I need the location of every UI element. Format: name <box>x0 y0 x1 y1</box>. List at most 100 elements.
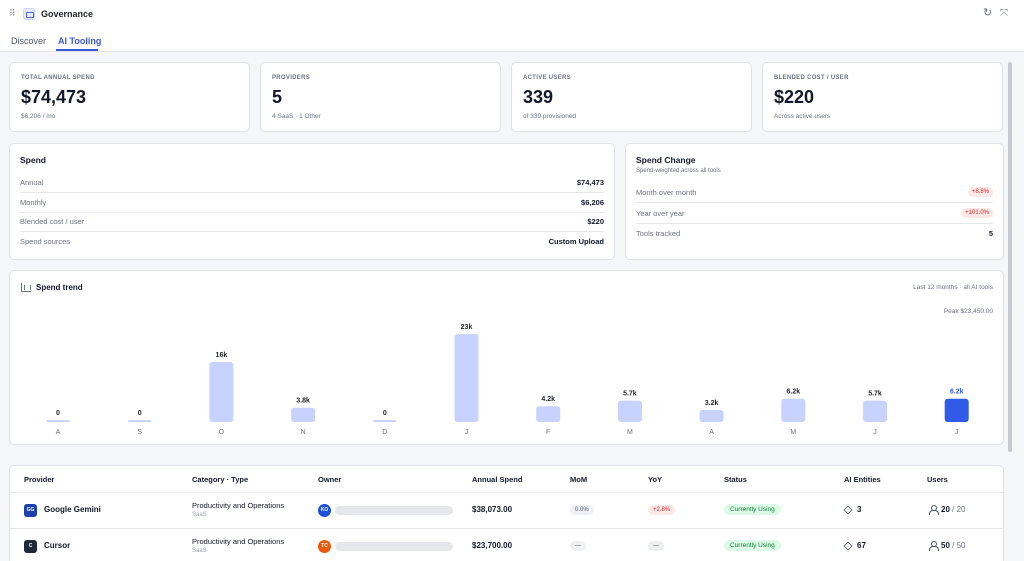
col-header-provider[interactable]: Provider <box>24 475 55 484</box>
kpi-value: 5 <box>272 87 283 107</box>
users-active: 50 <box>941 541 950 550</box>
spend-title: Spend <box>20 155 46 165</box>
row-divider <box>10 528 1003 529</box>
drag-handle-icon[interactable]: ⠿ <box>9 8 16 18</box>
yoy-badge: — <box>648 541 664 551</box>
chart-bar-2[interactable] <box>209 361 234 422</box>
refresh-icon[interactable]: ↻ <box>983 7 993 19</box>
chart-bar-4[interactable] <box>372 420 397 422</box>
chart-x-tick-6: F <box>546 429 550 436</box>
spend-change-row-yoy: Year over year +101.0% <box>636 204 993 224</box>
chart-bar-3[interactable] <box>291 407 316 422</box>
type: SaaS <box>192 548 207 554</box>
kpi-value: 339 <box>523 87 554 107</box>
chart-x-tick-3: N <box>301 429 306 436</box>
chart-x-tick-1: S <box>137 429 142 436</box>
provider-name[interactable]: Google Gemini <box>44 505 101 514</box>
col-header-users[interactable]: Users <box>927 475 948 484</box>
expand-icon[interactable]: ⤧ <box>1000 8 1008 19</box>
col-header-ai-entities[interactable]: AI Entities <box>844 475 881 484</box>
tab-discover[interactable]: Discover <box>11 36 47 46</box>
yoy-badge: +2.8% <box>648 505 676 515</box>
col-header-status[interactable]: Status <box>724 475 747 484</box>
col-header-annual-spend[interactable]: Annual Spend <box>472 475 523 484</box>
vertical-scrollbar[interactable] <box>1008 62 1012 452</box>
spend-change-title: Spend Change <box>636 155 696 165</box>
chart-data-label-8: 3.2k <box>705 400 719 407</box>
chart-bar-1[interactable] <box>127 420 152 422</box>
chart-data-label-3: 3.8k <box>296 398 310 405</box>
chart-x-tick-2: O <box>219 429 225 436</box>
col-header-yoy[interactable]: YoY <box>648 475 663 484</box>
col-header-mom[interactable]: MoM <box>570 475 588 484</box>
kpi-label: BLENDED COST / USER <box>774 75 849 81</box>
user-icon <box>929 541 939 551</box>
chart-bar-8[interactable] <box>699 409 724 422</box>
owner-avatar[interactable]: TC <box>318 540 331 553</box>
chart-x-tick-9: M <box>790 429 796 436</box>
chart-data-label-7: 5.7k <box>623 391 637 398</box>
chart-bar-6[interactable] <box>536 406 561 422</box>
kpi-label: TOTAL ANNUAL SPEND <box>21 75 95 81</box>
chart-data-label-0: 0 <box>56 410 60 417</box>
spend-trend-chart: 0 A 0 S 16k O 3.8k N 0 D 23k J 4.2k F 5.7k M 3.2k A 6.2k M 5… <box>46 324 969 436</box>
chart-bar-5[interactable] <box>454 334 479 422</box>
annual-spend: $38,073.00 <box>472 505 513 514</box>
category: Productivity and Operations <box>192 537 285 546</box>
kpi-sub: 4 SaaS · 1 Other <box>272 113 321 120</box>
chart-x-tick-11: J <box>955 429 959 436</box>
type: SaaS <box>192 512 207 518</box>
yoy-change-badge: +101.0% <box>961 208 993 218</box>
spend-change-subtitle: Spend-weighted across all tools <box>636 168 721 174</box>
mom-badge: — <box>570 541 586 551</box>
chart-data-label-1: 0 <box>138 410 142 417</box>
kpi-label: PROVIDERS <box>272 75 311 81</box>
chart-x-tick-4: D <box>382 429 387 436</box>
kpi-card-total-spend: TOTAL ANNUAL SPEND $74,473 $6,206 / mo <box>9 62 250 132</box>
header-divider <box>10 492 1003 493</box>
owner-name-placeholder <box>335 542 453 551</box>
owner-avatar[interactable]: KO <box>318 504 331 517</box>
row-value: Custom Upload <box>548 237 604 246</box>
spend-change-row-mom: Month over month +8.8% <box>636 183 993 203</box>
chart-bar-9[interactable] <box>781 398 806 422</box>
col-header-category[interactable]: Category · Type <box>192 475 249 484</box>
table-row[interactable]: C Cursor Productivity and Operations Saa… <box>10 529 1003 561</box>
table-row[interactable]: GG Google Gemini Productivity and Operat… <box>10 493 1003 529</box>
tab-ai-tooling[interactable]: AI Tooling <box>58 36 102 46</box>
cube-icon <box>843 505 853 515</box>
kpi-sub: of 339 provisioned <box>523 113 577 120</box>
spend-row-annual: Annual $74,473 <box>20 173 604 193</box>
row-label: Monthly <box>20 198 47 207</box>
chart-data-label-4: 0 <box>383 410 387 417</box>
bar-chart-icon <box>21 283 31 292</box>
app-title: Governance <box>41 9 94 19</box>
providers-table: Provider Category · Type Owner Annual Sp… <box>9 465 1004 561</box>
google-gemini-logo-icon: GG <box>24 504 37 517</box>
chart-bar-10[interactable] <box>863 400 887 422</box>
users-count: 50 / 50 <box>941 541 965 550</box>
annual-spend: $23,700.00 <box>472 541 513 550</box>
owner-name-placeholder <box>335 506 453 515</box>
provider-name[interactable]: Cursor <box>44 541 71 550</box>
chart-bar-11[interactable] <box>944 398 969 422</box>
chart-data-label-5: 23k <box>461 324 473 331</box>
users-count: 20 / 20 <box>941 505 965 514</box>
row-value: $6,206 <box>581 198 604 207</box>
status-badge: Currently Using <box>724 540 781 551</box>
ai-entities-count: 67 <box>857 541 866 550</box>
spend-row-monthly: Monthly $6,206 <box>20 193 604 213</box>
kpi-card-blended-cost: BLENDED COST / USER $220 Across active u… <box>762 62 1003 132</box>
chart-bar-0[interactable] <box>46 420 70 422</box>
mom-change-badge: +8.8% <box>967 187 993 197</box>
row-label: Year over year <box>636 209 685 218</box>
category: Productivity and Operations <box>192 501 285 510</box>
mom-badge: 0.0% <box>570 505 594 515</box>
row-value: $220 <box>587 217 604 226</box>
col-header-owner[interactable]: Owner <box>318 475 342 484</box>
chart-bar-7[interactable] <box>617 400 642 422</box>
users-total: / 20 <box>952 505 966 514</box>
chart-data-label-11: 6.2k <box>950 389 964 396</box>
spend-card: Spend Annual $74,473 Monthly $6,206 Blen… <box>9 143 615 260</box>
kpi-label: ACTIVE USERS <box>523 75 571 81</box>
